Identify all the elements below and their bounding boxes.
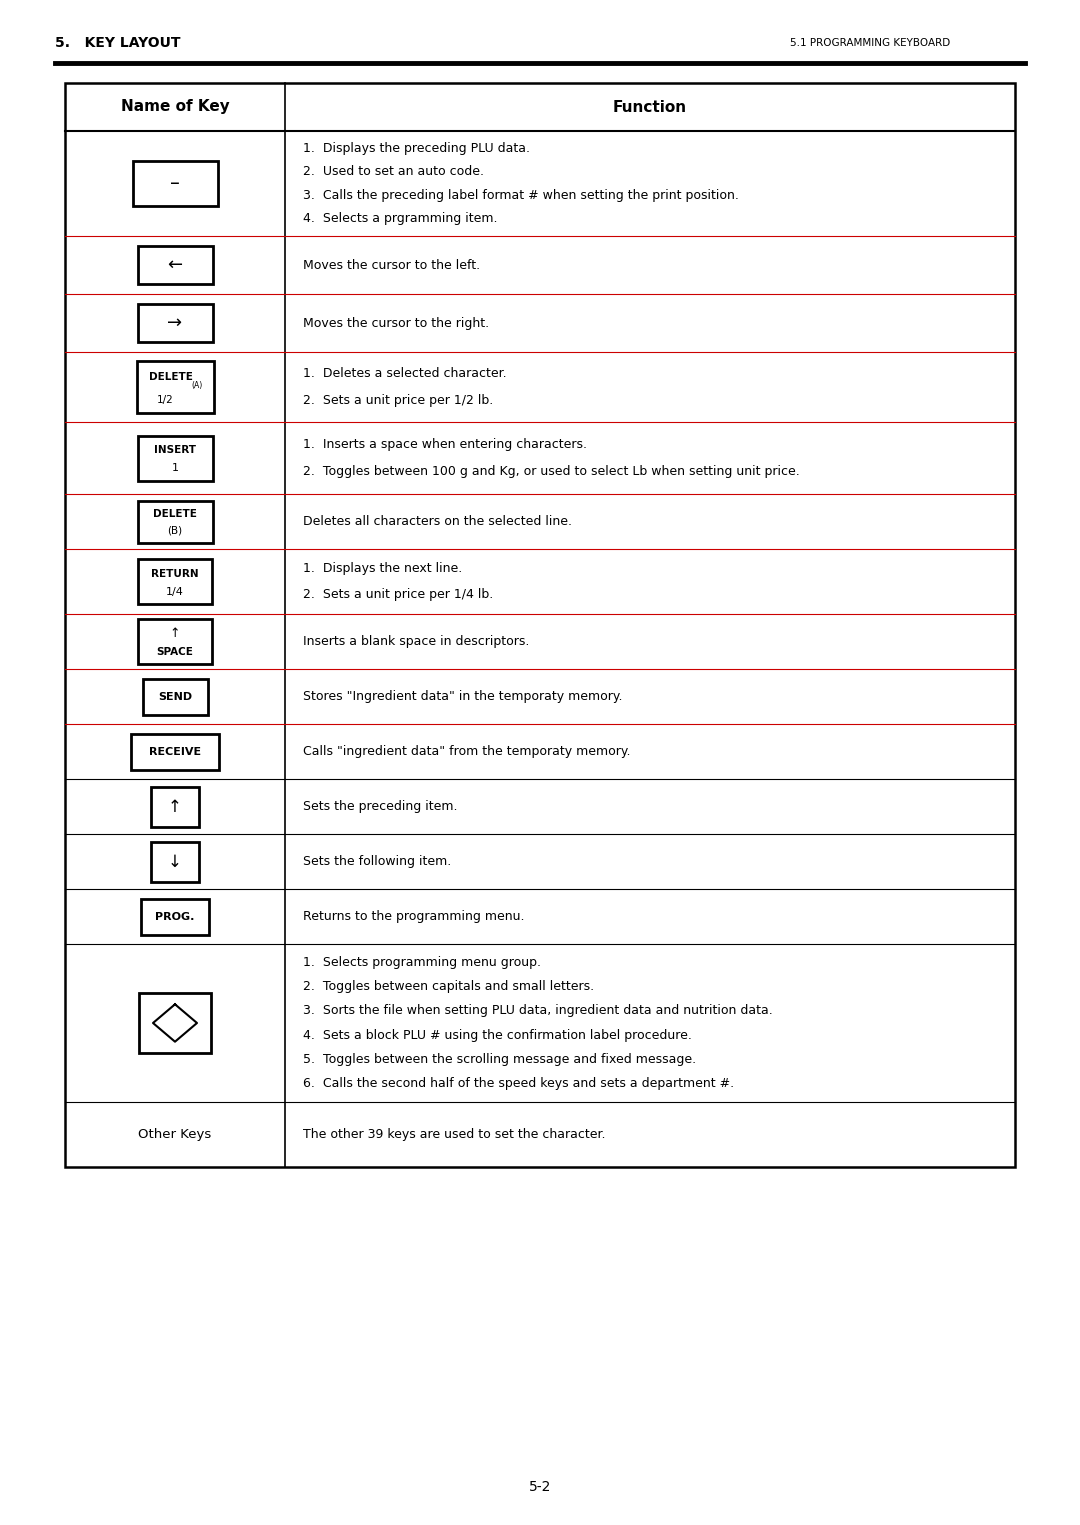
Bar: [138, 560, 212, 604]
Text: 2.  Sets a unit price per 1/4 lb.: 2. Sets a unit price per 1/4 lb.: [303, 589, 494, 601]
Text: (A): (A): [191, 381, 203, 389]
Text: Sets the preceding item.: Sets the preceding item.: [303, 801, 458, 813]
Text: RETURN: RETURN: [151, 569, 199, 578]
Bar: [151, 787, 199, 827]
Text: Other Keys: Other Keys: [138, 1128, 212, 1141]
Text: Inserts a blank space in descriptors.: Inserts a blank space in descriptors.: [303, 634, 529, 648]
Text: Name of Key: Name of Key: [121, 99, 229, 114]
Bar: [137, 500, 213, 543]
Text: 5.1 PROGRAMMING KEYBOARD: 5.1 PROGRAMMING KEYBOARD: [789, 38, 950, 47]
Text: The other 39 keys are used to set the character.: The other 39 keys are used to set the ch…: [303, 1128, 606, 1141]
Text: 1.  Selects programming menu group.: 1. Selects programming menu group.: [303, 956, 541, 968]
Text: –: –: [170, 174, 180, 194]
Text: 4.  Selects a prgramming item.: 4. Selects a prgramming item.: [303, 212, 498, 226]
Bar: [139, 993, 211, 1052]
Text: Function: Function: [613, 99, 687, 114]
Bar: [137, 436, 213, 480]
Text: Sets the following item.: Sets the following item.: [303, 856, 451, 868]
Text: Returns to the programming menu.: Returns to the programming menu.: [303, 910, 525, 923]
Text: 1: 1: [172, 464, 178, 473]
Text: 2.  Toggles between capitals and small letters.: 2. Toggles between capitals and small le…: [303, 981, 594, 993]
Bar: [137, 246, 213, 284]
Bar: [138, 619, 212, 663]
Bar: [133, 162, 217, 206]
Text: Stores "Ingredient data" in the temporaty memory.: Stores "Ingredient data" in the temporat…: [303, 689, 622, 703]
Bar: [143, 679, 207, 715]
Text: 1.  Deletes a selected character.: 1. Deletes a selected character.: [303, 368, 507, 380]
Text: 2.  Toggles between 100 g and Kg, or used to select Lb when setting unit price.: 2. Toggles between 100 g and Kg, or used…: [303, 465, 800, 477]
Text: 5.   KEY LAYOUT: 5. KEY LAYOUT: [55, 37, 180, 50]
Text: 5.  Toggles between the scrolling message and fixed message.: 5. Toggles between the scrolling message…: [303, 1052, 697, 1066]
Bar: [65, 82, 1015, 1167]
Text: 1/4: 1/4: [166, 587, 184, 596]
Text: ↑: ↑: [168, 798, 181, 816]
Text: ↑: ↑: [170, 627, 180, 640]
Text: 1.  Inserts a space when entering characters.: 1. Inserts a space when entering charact…: [303, 438, 588, 451]
Text: Moves the cursor to the right.: Moves the cursor to the right.: [303, 317, 489, 329]
Text: 3.  Calls the preceding label format # when setting the print position.: 3. Calls the preceding label format # wh…: [303, 189, 739, 201]
Text: →: →: [167, 314, 183, 332]
Bar: [141, 898, 210, 935]
Text: 2.  Sets a unit price per 1/2 lb.: 2. Sets a unit price per 1/2 lb.: [303, 393, 494, 407]
Text: 1.  Displays the preceding PLU data.: 1. Displays the preceding PLU data.: [303, 142, 530, 156]
Text: SEND: SEND: [158, 691, 192, 702]
Text: DELETE: DELETE: [153, 508, 197, 518]
Text: (B): (B): [167, 526, 183, 535]
Text: SPACE: SPACE: [157, 647, 193, 656]
Text: ↓: ↓: [168, 852, 181, 871]
Text: Calls "ingredient data" from the temporaty memory.: Calls "ingredient data" from the tempora…: [303, 746, 631, 758]
Text: 1.  Displays the next line.: 1. Displays the next line.: [303, 563, 462, 575]
Text: ←: ←: [167, 256, 183, 274]
Text: 6.  Calls the second half of the speed keys and sets a department #.: 6. Calls the second half of the speed ke…: [303, 1077, 734, 1090]
Text: RECEIVE: RECEIVE: [149, 747, 201, 756]
Bar: [137, 303, 213, 342]
Text: DELETE: DELETE: [149, 372, 193, 381]
Text: INSERT: INSERT: [154, 445, 195, 454]
Text: 1/2: 1/2: [157, 395, 174, 406]
Bar: [131, 734, 219, 770]
Bar: [151, 842, 199, 881]
Text: 4.  Sets a block PLU # using the confirmation label procedure.: 4. Sets a block PLU # using the confirma…: [303, 1029, 692, 1042]
Text: PROG.: PROG.: [156, 912, 194, 921]
Text: Moves the cursor to the left.: Moves the cursor to the left.: [303, 259, 481, 271]
Bar: [136, 361, 214, 413]
Text: 5-2: 5-2: [529, 1479, 551, 1494]
Text: 2.  Used to set an auto code.: 2. Used to set an auto code.: [303, 165, 484, 178]
Text: 3.  Sorts the file when setting PLU data, ingredient data and nutrition data.: 3. Sorts the file when setting PLU data,…: [303, 1005, 773, 1017]
Text: Deletes all characters on the selected line.: Deletes all characters on the selected l…: [303, 515, 572, 528]
